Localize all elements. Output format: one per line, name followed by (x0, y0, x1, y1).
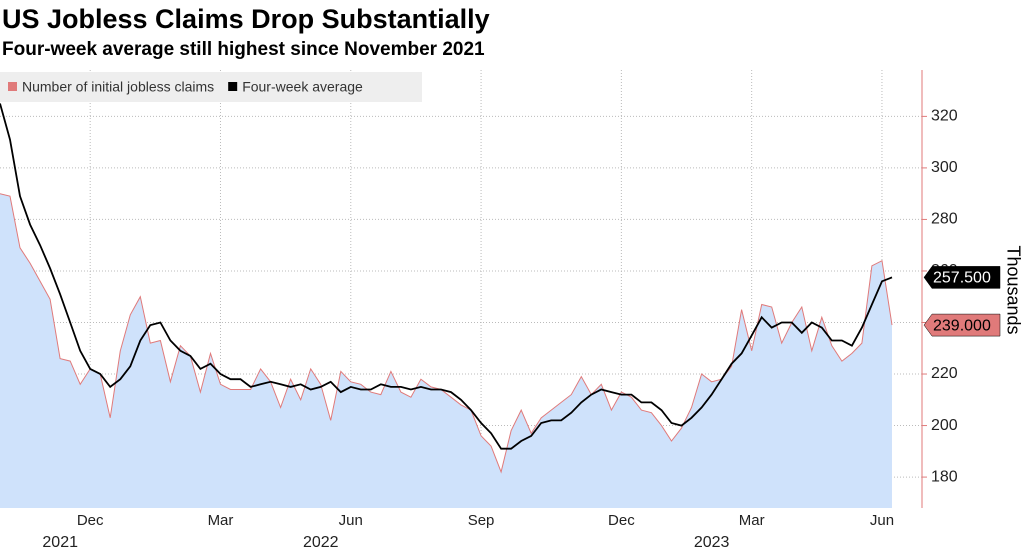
chart-title: US Jobless Claims Drop Substantially (2, 4, 490, 34)
value-label: 257.500 (933, 270, 991, 287)
x-tick-label: Mar (208, 512, 234, 529)
value-label-box (923, 266, 1001, 289)
y-tick-label: 180 (931, 468, 958, 485)
legend-label: Four-week average (242, 79, 363, 95)
x-year-label: 2021 (42, 534, 78, 551)
legend-swatch (8, 82, 17, 91)
line (0, 103, 893, 450)
legend-swatch (228, 82, 238, 91)
line (0, 193, 893, 474)
y-tick-label: 320 (931, 108, 958, 125)
x-tick-label: Dec (77, 512, 104, 529)
legend-box (0, 72, 422, 102)
x-tick-label: Jun (339, 512, 363, 529)
y-tick-label: 300 (931, 159, 958, 176)
area (0, 193, 892, 508)
legend-label: Number of initial jobless claims (22, 79, 214, 95)
y-axis-label: Thousands (1003, 245, 1023, 334)
y-tick-label: 220 (931, 365, 958, 382)
value-label-box (923, 313, 1001, 337)
chart-subtitle: Four-week average still highest since No… (2, 39, 485, 60)
y-tick-label: 280 (931, 211, 958, 228)
x-year-label: 2023 (694, 534, 730, 551)
x-tick-label: Mar (739, 512, 765, 529)
x-tick-label: Dec (608, 512, 635, 529)
x-tick-label: Sep (468, 512, 495, 529)
value-label: 239.000 (933, 317, 991, 334)
y-tick-label: 200 (931, 417, 958, 434)
x-year-label: 2022 (303, 534, 339, 551)
x-tick-label: Jun (870, 512, 894, 529)
